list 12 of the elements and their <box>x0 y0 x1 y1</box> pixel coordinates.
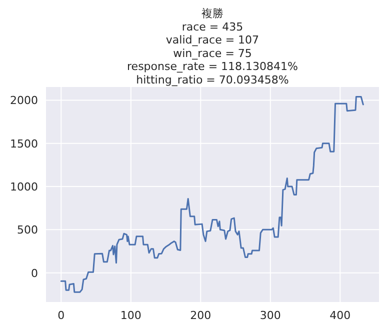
y-tick-label: 1000 <box>10 180 38 194</box>
y-tick-label: 0 <box>31 266 38 280</box>
chart-title: 複勝 race = 435 valid_race = 107 win_race = 75 response_rate = 118.130841% hitting_ratio = 70.093458% <box>127 7 298 86</box>
y-tick-label: 1500 <box>10 137 38 150</box>
x-tick-label: 0 <box>58 309 65 322</box>
x-tick-label: 100 <box>120 309 142 322</box>
x-tick-label: 200 <box>190 309 212 322</box>
line-series <box>60 96 364 293</box>
y-tick-label: 500 <box>17 224 38 237</box>
x-tick-label: 400 <box>330 309 351 322</box>
y-tick-label: 2000 <box>10 94 38 108</box>
x-tick-label: 300 <box>260 309 281 322</box>
